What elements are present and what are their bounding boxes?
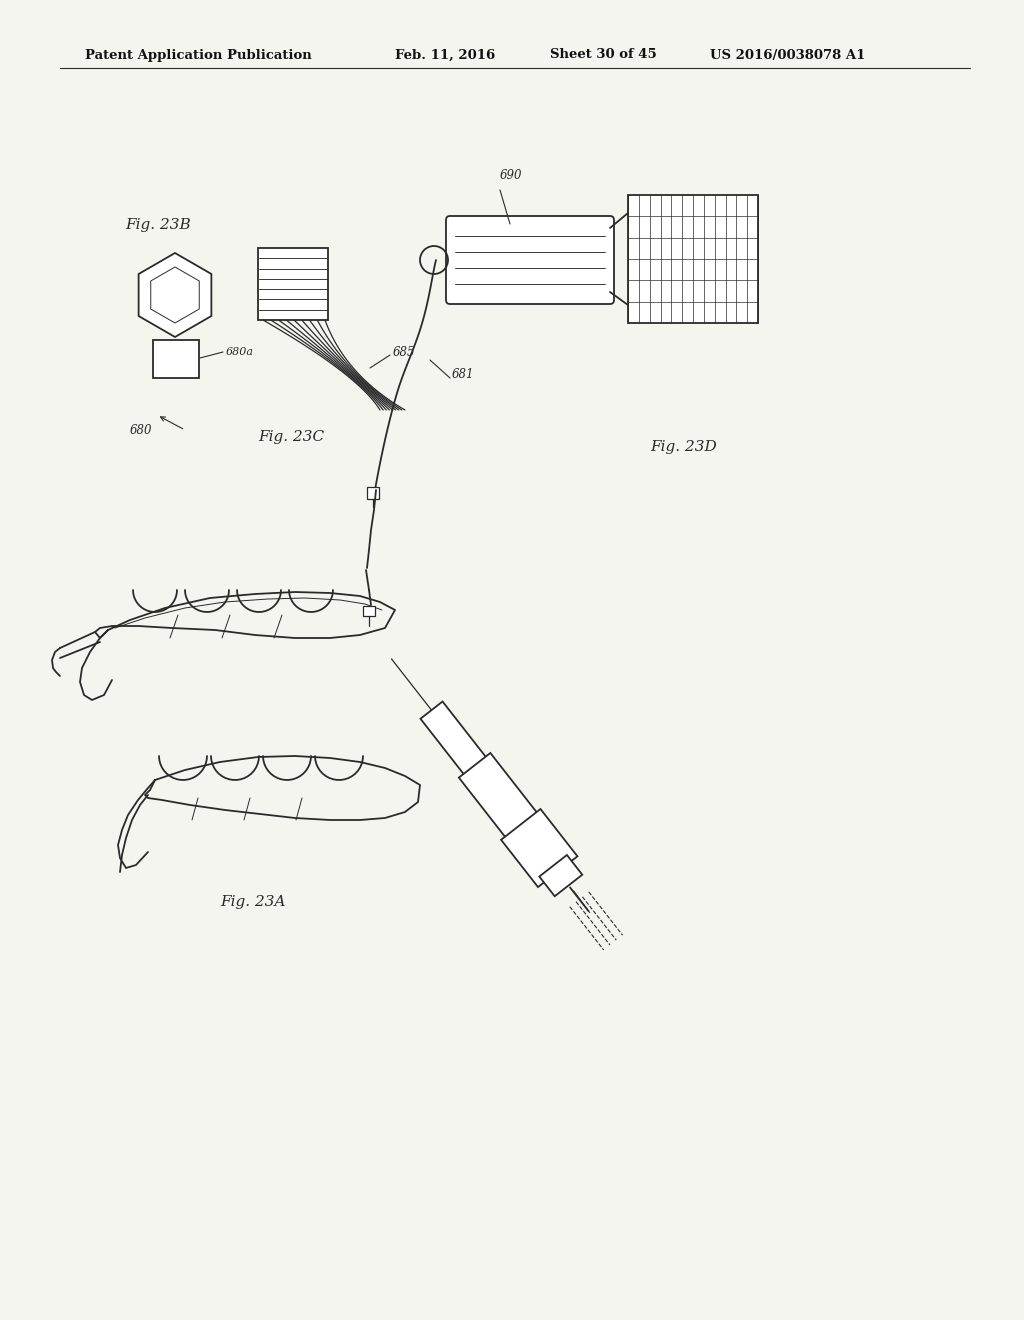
Text: Fig. 23D: Fig. 23D (650, 440, 717, 454)
Text: Fig. 23A: Fig. 23A (220, 895, 286, 909)
Text: Fig. 23B: Fig. 23B (125, 218, 190, 232)
Text: Fig. 23C: Fig. 23C (258, 430, 325, 444)
Text: US 2016/0038078 A1: US 2016/0038078 A1 (710, 49, 865, 62)
Polygon shape (258, 248, 328, 319)
Polygon shape (628, 195, 758, 323)
Text: 690: 690 (500, 169, 522, 182)
Polygon shape (138, 253, 211, 337)
Polygon shape (367, 487, 379, 499)
Polygon shape (421, 701, 504, 797)
Polygon shape (501, 809, 578, 887)
Text: Sheet 30 of 45: Sheet 30 of 45 (550, 49, 656, 62)
Polygon shape (362, 606, 375, 616)
Text: 680: 680 (130, 424, 153, 437)
FancyBboxPatch shape (446, 216, 614, 304)
Text: Feb. 11, 2016: Feb. 11, 2016 (395, 49, 496, 62)
Polygon shape (153, 341, 199, 378)
Text: 685: 685 (393, 346, 416, 359)
Text: Patent Application Publication: Patent Application Publication (85, 49, 311, 62)
Text: 680a: 680a (226, 347, 254, 356)
Polygon shape (540, 855, 583, 896)
Polygon shape (459, 752, 540, 841)
Text: 681: 681 (452, 368, 474, 381)
